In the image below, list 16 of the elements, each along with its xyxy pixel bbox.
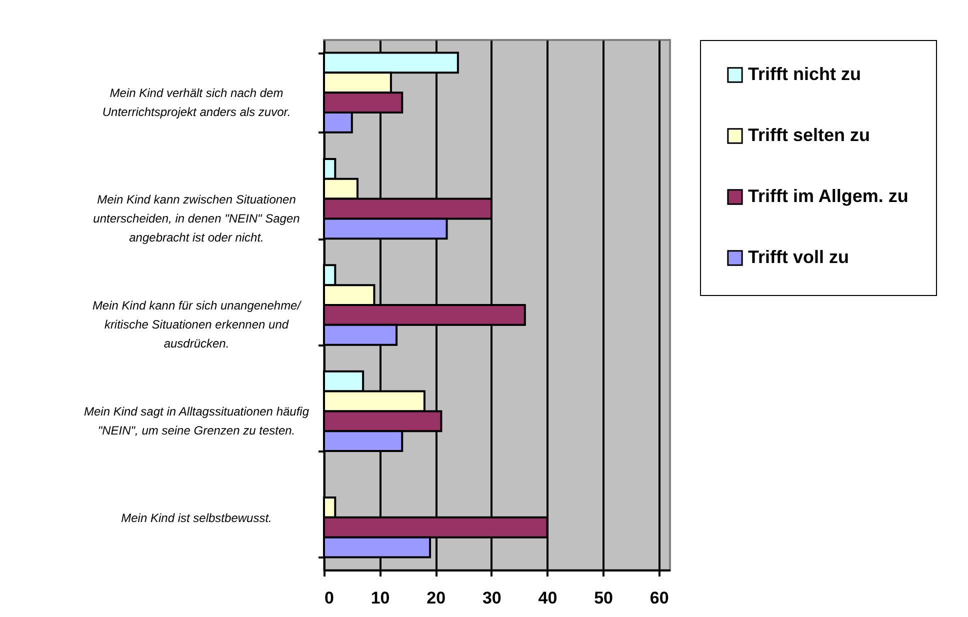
legend-label: Trifft nicht zu (748, 64, 861, 84)
y-tick-label: Mein Kind kann zwischen Situationen unterscheiden, in denen "NEIN" Sagen angebracht ist oder nicht. (93, 192, 300, 244)
x-tick-label: 60 (650, 588, 669, 608)
legend-label: Trifft voll zu (748, 247, 849, 267)
y-tick-label: Mein Kind kann für sich unangenehme/ kritische Situationen erkennen und ausdrücken. (92, 298, 302, 350)
y-tick-label: Mein Kind ist selbstbewusst. (121, 510, 272, 525)
x-tick-label: 50 (594, 588, 613, 608)
legend-label: Trifft selten zu (748, 125, 870, 145)
x-tick-label: 30 (482, 588, 502, 608)
x-tick-label: 10 (370, 588, 390, 608)
x-tick-label: 0 (324, 588, 334, 608)
y-tick-label: Mein Kind sagt in Alltagssituationen häufig "NEIN", um seine Grenzen zu testen. (84, 404, 310, 438)
legend-label: Trifft im Allgem. zu (748, 186, 908, 206)
x-tick-label: 40 (538, 588, 558, 608)
x-tick-label: 20 (426, 588, 446, 608)
y-tick-label: Mein Kind verhält sich nach dem Unterrichtsprojekt anders als zuvor. (102, 86, 291, 120)
